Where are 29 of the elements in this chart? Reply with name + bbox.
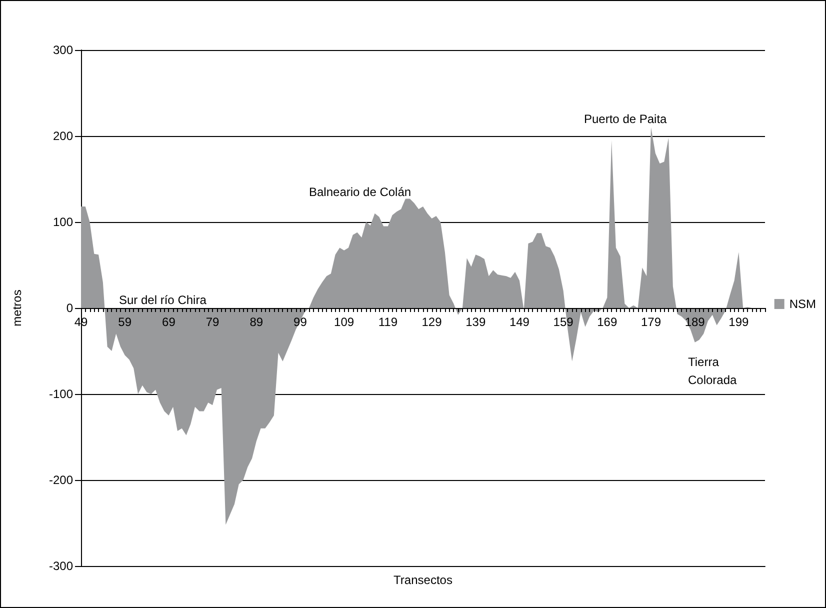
annotation: Sur del río Chira [119,293,207,307]
annotation: Puerto de Paita [584,112,668,126]
y-tick-label: 200 [52,129,74,143]
annotation: Balneario de Colán [309,185,412,199]
y-tick-label: -300 [48,559,74,573]
x-tick-label: 179 [640,315,662,329]
y-tick-label: 100 [52,215,74,229]
x-tick-label: 199 [728,315,750,329]
x-tick-label: 69 [162,315,176,329]
x-tick-label: 149 [509,315,530,329]
x-tick-label: 109 [334,315,354,329]
x-tick-label: 139 [466,315,486,329]
y-tick-label: 300 [52,43,74,57]
annotation: Tierra Colorada [688,355,738,387]
x-tick-label: 89 [250,315,264,329]
y-tick-label: -100 [48,387,74,401]
x-axis-title: Transectos [394,573,452,587]
x-tick-label: 129 [422,315,442,329]
x-tick-label: 169 [597,315,618,329]
legend-label: NSM [789,297,816,311]
x-tick-label: 99 [294,315,308,329]
x-tick-label: 79 [206,315,220,329]
y-axis-title: metros [10,290,24,326]
x-tick-label: 59 [118,315,132,329]
y-tick-label: 0 [66,301,74,315]
y-tick-label: -200 [48,473,74,487]
x-tick-label: 119 [378,315,398,329]
x-tick-label: 159 [553,315,574,329]
x-tick-label: 189 [684,315,706,329]
